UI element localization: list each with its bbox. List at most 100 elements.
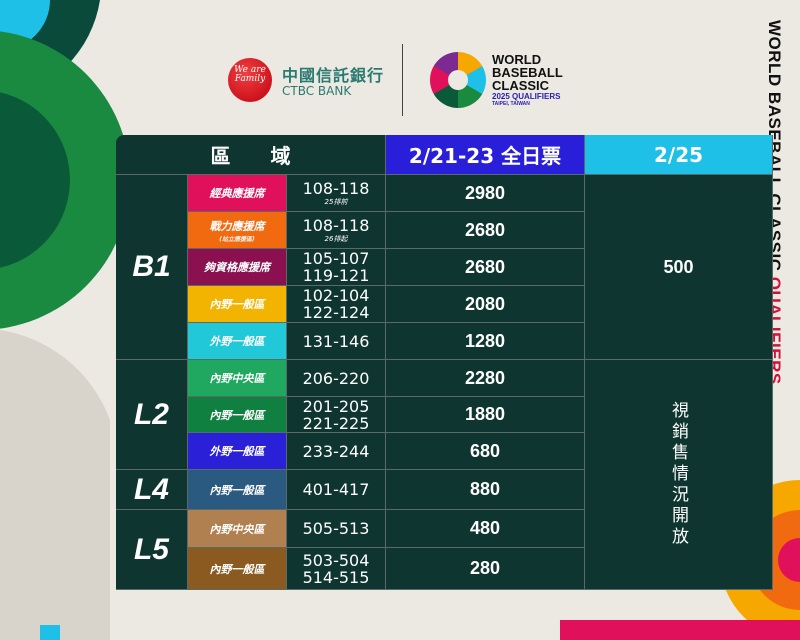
section-name-cell: 夠資格應援席 [188,249,287,286]
logo-divider [402,44,403,116]
seat-range-cell: 108-118 25排前 [287,175,386,212]
seat-range-2: 514-515 [302,567,370,587]
header-day1-label: 2/21-23 全日票 [408,144,562,168]
seat-range: 503-504 [302,550,370,570]
day2-price-value: 500 [663,256,694,277]
wbc-logo-icon [430,52,486,108]
seat-range-cell: 401-417 [287,470,386,510]
section-name: 內野一般區 [209,408,265,422]
header-day1: 2/21-23 全日票 [386,135,585,175]
zone-l4: L4 [116,470,188,510]
section-name-cell: 經典應援席 [188,175,287,212]
section-name: 外野一般區 [209,445,265,458]
seat-range: 102-104 [302,286,370,305]
section-name-cell: 外野一般區 [188,323,287,360]
wbc-line: BASEBALL [492,65,563,80]
seat-range: 105-107 [302,249,370,268]
ctbc-name-en: CTBC BANK [282,84,352,98]
seat-range: 401-417 [302,480,370,499]
section-name: 內野一般區 [209,483,265,497]
zone-l2: L2 [116,360,188,470]
section-name: 經典應援席 [209,187,265,200]
seat-range-2: 221-225 [302,413,370,433]
day1-price-cell: 2280 [386,360,585,397]
seat-range: 108-118 [302,178,370,198]
day1-price: 2080 [464,293,506,314]
seat-range-cell: 233-244 [287,433,386,470]
section-name: 內野中央區 [209,372,265,385]
section-name-cell: 內野中央區 [188,510,287,548]
day1-price-cell: 1280 [386,323,585,360]
day1-price-cell: 280 [386,548,585,590]
header-zone: 區 域 [116,135,386,175]
day1-price-cell: 2980 [386,175,585,212]
seat-range-cell: 105-107 119-121 [287,249,386,286]
zone-label: L5 [133,532,169,566]
seat-range: 233-244 [302,441,370,461]
zone-l5: L5 [116,510,188,590]
day1-price: 1880 [464,404,506,424]
day1-price-cell: 680 [386,433,585,470]
zone-label: L4 [133,472,169,506]
seat-range-cell: 505-513 [287,510,386,548]
seat-range: 206-220 [302,368,370,388]
seat-range-cell: 206-220 [287,360,386,397]
day1-price: 2980 [464,182,506,203]
day1-price-cell: 2680 [386,249,585,286]
seat-range: 201-205 [302,396,370,416]
wbc-logo-text: WORLD BASEBALL CLASSIC 2025 QUALIFIERS T… [492,53,563,108]
ctbc-name-zh: 中國信託銀行 [282,66,385,85]
day1-price-cell: 2080 [386,286,585,323]
section-name-cell: 內野一般區 [188,470,287,510]
seat-range-cell: 108-118 26排起 [287,212,386,249]
zone-label: B1 [132,250,171,283]
seat-range-cell: 201-205 221-225 [287,397,386,433]
day1-price: 280 [469,558,501,578]
wbc-line: WORLD [492,52,542,67]
zone-b1: B1 [116,175,188,360]
seat-range-cell: 131-146 [287,323,386,360]
sponsor-logos: We are Family 中國信託銀行 CTBC BANK WORLD BAS… [220,40,590,120]
section-name-cell: 內野中央區 [188,360,287,397]
day1-price: 1280 [464,330,506,351]
day2-b1-price: 500 [585,175,773,360]
section-name: 內野中央區 [209,522,265,536]
wbc-location: TAIPEI, TAIWAN [492,101,530,107]
seat-range: 131-146 [302,331,370,351]
seat-note: 26排起 [324,234,348,243]
day1-price: 480 [469,518,501,538]
zone-label: L2 [133,397,169,431]
wbc-line: CLASSIC [492,78,550,93]
day1-price: 680 [469,440,501,461]
day2-note-text: 視銷售情況開放 [668,401,688,548]
ctbc-badge-logo: We are Family [228,58,272,102]
header-day2: 2/25 [585,135,773,175]
wbc-qualifiers: 2025 QUALIFIERS [492,92,561,101]
day2-other-note: 視銷售情況開放 [585,360,773,590]
section-name-cell: 內野一般區 [188,397,287,433]
day1-price-cell: 2680 [386,212,585,249]
seat-range: 505-513 [302,519,370,538]
day1-price: 2680 [464,219,506,240]
header-day2-label: 2/25 [653,142,704,167]
day1-price: 2280 [464,367,506,388]
section-name-cell: 戰力應援席 (站立應援區) [188,212,287,249]
day1-price-cell: 1880 [386,397,585,433]
seat-range: 108-118 [302,215,370,235]
day1-price: 880 [469,479,501,499]
seat-range-cell: 503-504 514-515 [287,548,386,590]
seat-note: 25排前 [324,197,348,206]
section-name: 內野一般區 [209,298,265,311]
ticket-price-table: 區 域 2/21-23 全日票 2/25 B1 L2 L4 L5 500 視銷售… [116,135,773,590]
section-name-cell: 外野一般區 [188,433,287,470]
seat-range-2: 122-124 [302,303,370,322]
section-subname: (站立應援區) [219,235,255,243]
day1-price: 2680 [464,256,506,277]
header-zone-label: 區 域 [210,144,291,168]
day1-price-cell: 480 [386,510,585,548]
section-name: 夠資格應援席 [204,261,270,274]
section-name-cell: 內野一般區 [188,548,287,590]
seat-range-cell: 102-104 122-124 [287,286,386,323]
section-name: 內野一般區 [209,562,265,576]
